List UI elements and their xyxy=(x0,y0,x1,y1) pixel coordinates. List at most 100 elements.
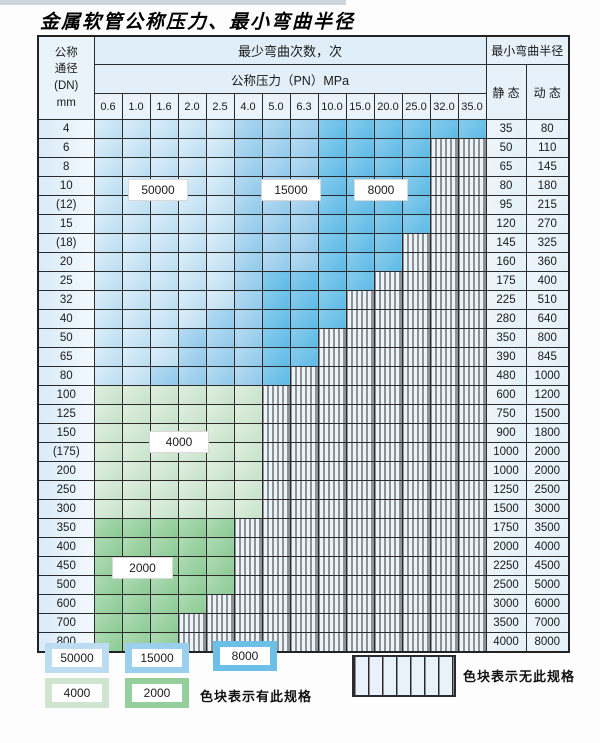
spec-cell xyxy=(289,252,319,272)
pressure-value-header: 6.3 xyxy=(289,93,319,120)
spec-cell xyxy=(177,290,207,310)
pressure-header: 公称压力（PN）MPa xyxy=(93,64,487,94)
table-row: (175) 1000 2000 xyxy=(37,442,570,462)
spec-cell xyxy=(429,499,459,519)
spec-cell xyxy=(317,309,347,329)
spec-cell xyxy=(149,271,179,291)
dynamic-radius-cell: 6000 xyxy=(525,594,570,614)
table-row: 6 50 110 xyxy=(37,138,570,158)
static-radius-cell: 1750 xyxy=(485,518,527,538)
dynamic-radius-cell: 1200 xyxy=(525,385,570,405)
spec-cell xyxy=(401,271,431,291)
spec-cell xyxy=(261,442,291,462)
dynamic-radius-cell: 800 xyxy=(525,328,570,348)
spec-cell xyxy=(373,480,403,500)
spec-cell xyxy=(457,138,487,158)
dn-cell: 65 xyxy=(37,347,95,367)
spec-cell xyxy=(289,556,319,576)
table-row: 8 65 145 xyxy=(37,157,570,177)
spec-cell xyxy=(177,252,207,272)
spec-cell xyxy=(457,556,487,576)
spec-cell xyxy=(93,157,123,177)
spec-cell xyxy=(205,499,235,519)
spec-cell xyxy=(149,366,179,386)
spec-cell xyxy=(233,499,263,519)
spec-cell xyxy=(401,252,431,272)
spec-cell xyxy=(93,575,123,595)
spec-cell xyxy=(345,594,375,614)
spec-cell xyxy=(429,138,459,158)
pressure-value-header: 1.6 xyxy=(149,93,179,120)
corner-header: 公称 通径 (DN) mm xyxy=(37,35,95,120)
spec-cell xyxy=(177,366,207,386)
spec-cell xyxy=(149,252,179,272)
spec-cell xyxy=(121,594,151,614)
spec-cell xyxy=(149,518,179,538)
spec-cell xyxy=(457,461,487,481)
spec-cell xyxy=(121,347,151,367)
spec-cell xyxy=(149,575,179,595)
spec-cell xyxy=(149,480,179,500)
spec-cell xyxy=(205,480,235,500)
spec-cell xyxy=(205,613,235,633)
legend-has-spec-text: 色块表示有此规格 xyxy=(200,689,313,704)
table-row: 50 350 800 xyxy=(37,328,570,348)
spec-cell xyxy=(457,385,487,405)
spec-cell xyxy=(401,138,431,158)
static-radius-cell: 2500 xyxy=(485,575,527,595)
pressure-value-header: 35.0 xyxy=(457,93,487,120)
spec-cell xyxy=(429,176,459,196)
spec-cell xyxy=(177,309,207,329)
pressure-value-header: 20.0 xyxy=(373,93,403,120)
dynamic-radius-cell: 510 xyxy=(525,290,570,310)
page-top-strip xyxy=(0,0,346,5)
spec-cell xyxy=(149,613,179,633)
spec-cell xyxy=(233,613,263,633)
dn-cell: 40 xyxy=(37,309,95,329)
spec-cell xyxy=(121,518,151,538)
pressure-value-header: 25.0 xyxy=(401,93,431,120)
dn-cell: 200 xyxy=(37,461,95,481)
dynamic-radius-cell: 3000 xyxy=(525,499,570,519)
dynamic-radius-cell: 110 xyxy=(525,138,570,158)
spec-cell xyxy=(205,328,235,348)
spec-cell xyxy=(233,328,263,348)
spec-cell xyxy=(429,613,459,633)
spec-cell xyxy=(93,613,123,633)
spec-cell xyxy=(93,309,123,329)
spec-cell xyxy=(233,518,263,538)
spec-cell xyxy=(345,347,375,367)
spec-cell xyxy=(261,613,291,633)
spec-cell xyxy=(457,195,487,215)
spec-cell xyxy=(149,309,179,329)
spec-cell xyxy=(177,461,207,481)
pressure-value-header: 15.0 xyxy=(345,93,375,120)
spec-cell xyxy=(261,575,291,595)
table-row: 20 160 360 xyxy=(37,252,570,272)
zone-label-4000: 4000 xyxy=(150,432,208,452)
static-radius-cell: 350 xyxy=(485,328,527,348)
spec-cell xyxy=(429,309,459,329)
spec-cell xyxy=(93,480,123,500)
spec-cell xyxy=(429,347,459,367)
table-row: 150 900 1800 xyxy=(37,423,570,443)
table-row: 15 120 270 xyxy=(37,214,570,234)
table-row: 800 4000 8000 xyxy=(37,632,570,653)
static-radius-cell: 175 xyxy=(485,271,527,291)
pressure-value-header: 2.5 xyxy=(205,93,235,120)
spec-cell xyxy=(149,404,179,424)
spec-cell xyxy=(177,575,207,595)
spec-cell xyxy=(345,119,375,139)
spec-cell xyxy=(233,442,263,462)
spec-cell xyxy=(93,404,123,424)
dn-cell: (175) xyxy=(37,442,95,462)
spec-cell xyxy=(401,480,431,500)
dn-cell: (12) xyxy=(37,195,95,215)
spec-cell xyxy=(233,461,263,481)
static-radius-cell: 145 xyxy=(485,233,527,253)
table-row: 250 1250 2500 xyxy=(37,480,570,500)
spec-cell xyxy=(457,366,487,386)
dynamic-radius-cell: 4500 xyxy=(525,556,570,576)
spec-cell xyxy=(429,575,459,595)
legend-no-spec-swatch xyxy=(352,655,456,697)
